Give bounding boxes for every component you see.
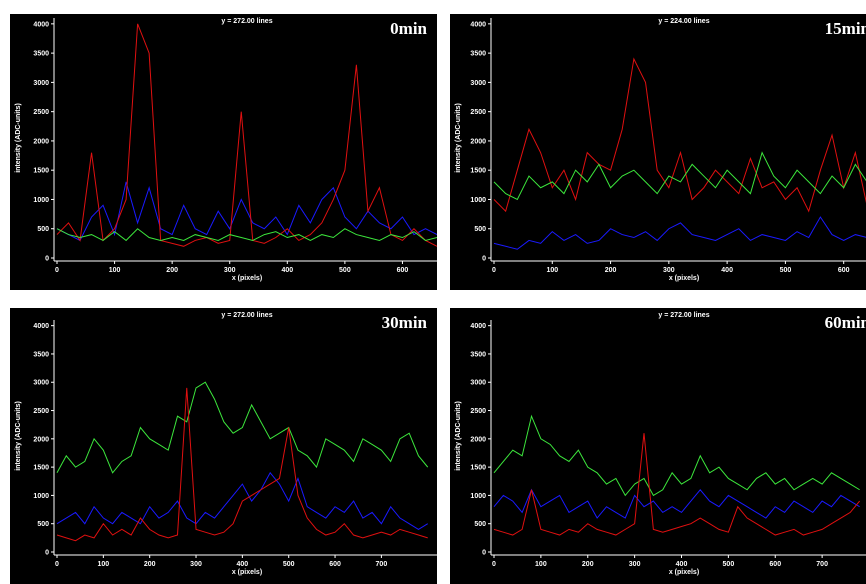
x-tick-label: 200: [582, 561, 594, 568]
data-line: [493, 414, 860, 497]
x-axis-label: x (pixels): [669, 275, 699, 282]
y-axis-label: intensity (ADC-units): [15, 103, 22, 173]
y-tick-label: 4000: [33, 21, 49, 28]
y-tick-label: 500: [37, 521, 49, 528]
x-tick-label: 500: [780, 267, 792, 274]
x-tick-label: 200: [166, 267, 178, 274]
data-line: [493, 433, 861, 536]
panel-subtitle: y = 272.00 lines: [658, 312, 709, 319]
y-tick-label: 4000: [33, 323, 49, 330]
y-tick-label: 2000: [470, 138, 486, 145]
chart-panel: 0 500 1000 1500 2000 2500 3000 3500 4000 0 100 200 3…: [10, 308, 437, 584]
x-tick-label: 400: [721, 267, 733, 274]
x-tick-label: 0: [55, 561, 59, 568]
x-tick-label: 700: [376, 561, 388, 568]
data-line: [56, 228, 437, 242]
x-tick-label: 200: [605, 267, 617, 274]
data-line: [56, 23, 437, 247]
y-tick-label: 3500: [33, 351, 49, 358]
data-line: [493, 151, 866, 201]
x-tick-label: 100: [546, 267, 558, 274]
y-tick-label: 1000: [33, 197, 49, 204]
x-tick-label: 200: [144, 561, 156, 568]
y-tick-label: 500: [37, 226, 49, 233]
y-tick-label: 2500: [470, 408, 486, 415]
x-tick-label: 400: [237, 561, 249, 568]
y-tick-label: 3000: [33, 80, 49, 87]
y-tick-label: 1000: [470, 493, 486, 500]
y-tick-label: 3000: [470, 80, 486, 87]
x-tick-label: 300: [629, 561, 641, 568]
y-tick-label: 1500: [470, 168, 486, 175]
x-tick-label: 500: [723, 561, 735, 568]
x-tick-label: 300: [190, 561, 202, 568]
panel-subtitle: y = 272.00 lines: [221, 18, 272, 25]
y-tick-label: 0: [45, 256, 49, 263]
x-tick-label: 600: [329, 561, 341, 568]
y-tick-label: 2000: [33, 436, 49, 443]
y-tick-label: 500: [474, 226, 486, 233]
chart-panel: 0 500 1000 1500 2000 2500 3000 3500 4000 0 100 200 3…: [10, 14, 437, 290]
x-axis-label: x (pixels): [232, 275, 262, 282]
panel-subtitle: y = 272.00 lines: [221, 312, 272, 319]
y-axis-label: intensity (ADC-units): [15, 401, 22, 471]
y-tick-label: 3500: [470, 351, 486, 358]
data-line: [56, 381, 429, 474]
data-line: [493, 216, 866, 250]
y-tick-label: 2000: [33, 138, 49, 145]
data-line: [56, 387, 428, 542]
data-line: [56, 181, 437, 242]
y-tick-label: 3500: [470, 51, 486, 58]
x-tick-label: 0: [492, 267, 496, 274]
x-tick-label: 600: [769, 561, 781, 568]
x-tick-label: 700: [816, 561, 828, 568]
y-tick-label: 1000: [470, 197, 486, 204]
y-tick-label: 1500: [33, 465, 49, 472]
y-tick-label: 4000: [470, 21, 486, 28]
y-tick-label: 0: [45, 550, 49, 557]
x-tick-label: 600: [838, 267, 850, 274]
panel-title: 60min: [825, 313, 866, 332]
y-tick-label: 1500: [470, 465, 486, 472]
data-line: [493, 57, 866, 213]
y-tick-label: 500: [474, 521, 486, 528]
chart-panel: 0 500 1000 1500 2000 2500 3000 3500 4000 0 100 200 3…: [450, 308, 866, 584]
y-tick-label: 1500: [33, 168, 49, 175]
y-tick-label: 2500: [33, 109, 49, 116]
y-tick-label: 4000: [470, 323, 486, 330]
panel-title: 15min: [825, 19, 866, 38]
x-tick-label: 100: [535, 561, 547, 568]
chart-panel: 0 500 1000 1500 2000 2500 3000 3500 4000 0 100 200 3…: [450, 14, 866, 290]
y-axis-label: intensity (ADC-units): [455, 103, 462, 173]
x-tick-label: 300: [224, 267, 236, 274]
x-tick-label: 0: [492, 561, 496, 568]
x-tick-label: 100: [97, 561, 109, 568]
panel-subtitle: y = 224.00 lines: [658, 18, 709, 25]
y-tick-label: 3000: [470, 380, 486, 387]
x-axis-label: x (pixels): [669, 569, 699, 576]
y-tick-label: 3000: [33, 380, 49, 387]
panel-title: 0min: [390, 19, 427, 38]
x-tick-label: 400: [676, 561, 688, 568]
x-tick-label: 0: [55, 267, 59, 274]
x-tick-label: 100: [109, 267, 121, 274]
y-tick-label: 2500: [33, 408, 49, 415]
x-tick-label: 500: [283, 561, 295, 568]
data-line: [56, 471, 428, 530]
x-axis-label: x (pixels): [232, 569, 262, 576]
y-tick-label: 0: [482, 550, 486, 557]
x-tick-label: 600: [397, 267, 409, 274]
data-line: [493, 488, 860, 519]
x-tick-label: 400: [281, 267, 293, 274]
y-axis-label: intensity (ADC-units): [455, 401, 462, 471]
y-tick-label: 3500: [33, 51, 49, 58]
x-tick-label: 500: [339, 267, 351, 274]
panel-title: 30min: [382, 313, 428, 332]
x-tick-label: 300: [663, 267, 675, 274]
y-tick-label: 0: [482, 256, 486, 263]
y-tick-label: 2500: [470, 109, 486, 116]
y-tick-label: 1000: [33, 493, 49, 500]
y-tick-label: 2000: [470, 436, 486, 443]
